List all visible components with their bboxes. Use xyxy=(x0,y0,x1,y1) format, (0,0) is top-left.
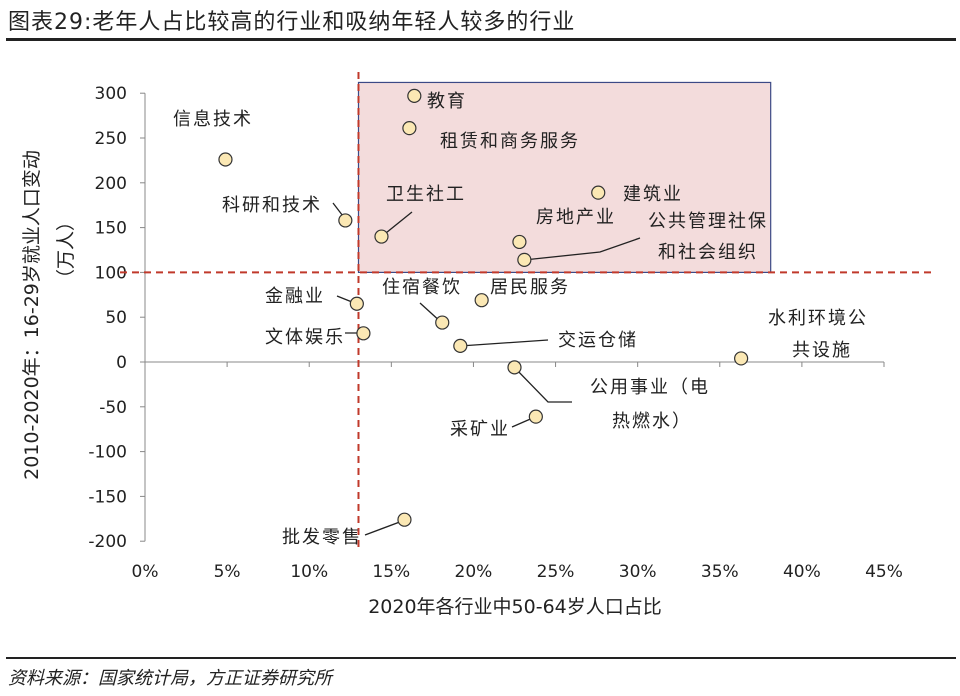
data-point xyxy=(435,315,450,330)
point-label: 金融业 xyxy=(265,286,325,307)
data-point xyxy=(453,338,468,353)
point-label-line2: 和社会组织 xyxy=(658,242,758,263)
x-tick-label: 20% xyxy=(455,562,493,582)
leader-line xyxy=(459,339,549,347)
y-tick-label: 100 xyxy=(95,263,127,283)
bottom-divider xyxy=(6,657,956,659)
x-tick-label: 25% xyxy=(537,562,575,582)
point-label-line2: 热燃水） xyxy=(612,411,692,432)
data-point xyxy=(591,185,606,200)
data-point xyxy=(512,234,527,250)
point-label: 住宿餐饮 xyxy=(382,277,462,298)
point-label: 文体娱乐 xyxy=(265,327,345,348)
y-tick-label: 300 xyxy=(95,84,127,104)
top-divider xyxy=(6,38,956,41)
point-label: 采矿业 xyxy=(450,419,510,440)
data-point xyxy=(338,213,353,228)
data-point xyxy=(528,409,543,424)
data-point xyxy=(507,360,522,375)
x-tick-label: 45% xyxy=(865,562,903,582)
point-label: 水利环境公 xyxy=(768,308,868,329)
point-label: 信息技术 xyxy=(173,109,253,130)
y-tick-label: -100 xyxy=(88,443,127,463)
y-tick-label: 250 xyxy=(95,129,127,149)
point-label: 教育 xyxy=(427,91,467,112)
y-tick-label: 200 xyxy=(95,174,127,194)
point-label: 公共管理社保 xyxy=(648,211,768,232)
data-point xyxy=(356,326,371,341)
leader-line xyxy=(523,237,641,261)
data-point xyxy=(474,293,489,308)
y-axis-title-unit: （万人） xyxy=(55,212,77,288)
data-point xyxy=(407,88,422,103)
y-tick-label: 150 xyxy=(95,219,127,239)
x-tick-label: 5% xyxy=(214,562,241,582)
y-tick-label: 50 xyxy=(105,308,127,328)
source-note: 资料来源：国家统计局，方正证券研究所 xyxy=(8,668,332,689)
highlight-box xyxy=(357,81,772,273)
data-point xyxy=(517,252,532,267)
x-tick-label: 30% xyxy=(619,562,657,582)
data-point xyxy=(374,229,389,244)
point-label: 交运仓储 xyxy=(558,330,638,351)
point-label: 租赁和商务服务 xyxy=(440,131,580,152)
figure-title: 图表29:老年人占比较高的行业和吸纳年轻人较多的行业 xyxy=(8,10,576,35)
y-tick-label: 0 xyxy=(116,353,127,373)
x-tick-label: 15% xyxy=(372,562,410,582)
x-tick-label: 0% xyxy=(132,562,159,582)
y-tick-label: -50 xyxy=(99,398,127,418)
data-point xyxy=(349,296,364,311)
point-label: 房地产业 xyxy=(536,207,616,228)
y-tick-label: -200 xyxy=(88,532,127,552)
point-label: 公用事业（电 xyxy=(590,377,710,398)
point-label: 科研和技术 xyxy=(222,195,322,216)
x-tick-label: 35% xyxy=(701,562,739,582)
point-label: 卫生社工 xyxy=(386,184,466,205)
x-tick-label: 40% xyxy=(783,562,821,582)
data-point xyxy=(734,351,749,366)
data-point xyxy=(218,152,233,167)
x-axis-title: 2020年各行业中50-64岁人口占比 xyxy=(368,596,662,618)
y-axis-title: 2010-2020年：16-29岁就业人口变动 xyxy=(21,150,43,480)
data-point xyxy=(402,121,417,136)
point-label: 建筑业 xyxy=(623,184,683,205)
point-label-line2: 共设施 xyxy=(792,340,852,361)
data-point xyxy=(397,512,412,527)
y-tick-label: -150 xyxy=(88,487,127,507)
x-tick-label: 10% xyxy=(290,562,328,582)
leader-line xyxy=(513,366,572,403)
point-label: 批发零售 xyxy=(282,527,362,548)
point-label: 居民服务 xyxy=(490,277,570,298)
